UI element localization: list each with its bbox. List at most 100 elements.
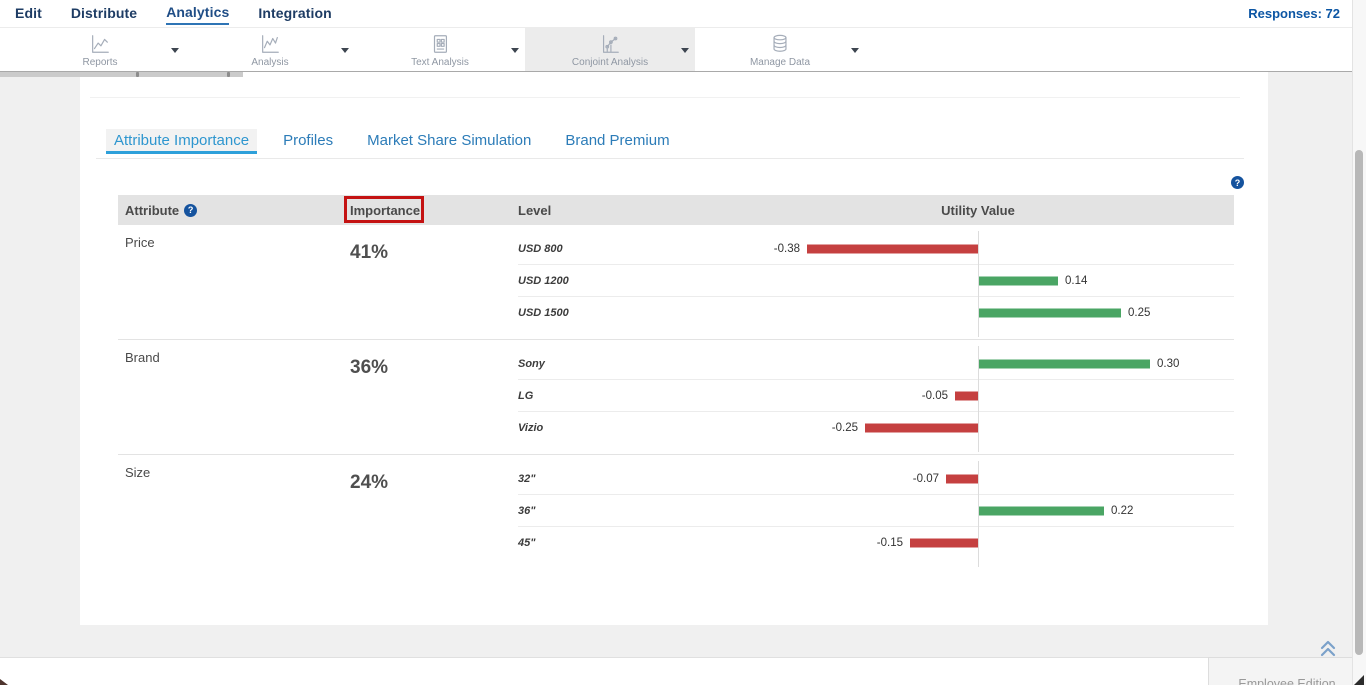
level-row: 32" -0.07	[518, 463, 1234, 495]
utility-bar-area: 0.25	[722, 297, 1234, 329]
importance-highlight-annotation	[344, 196, 424, 223]
toolbar-button-label: Reports	[82, 57, 118, 68]
utility-bar-area: 0.22	[722, 495, 1234, 526]
toolbar-button-text-analysis[interactable]: Text Analysis	[355, 28, 525, 71]
level-label: 36"	[518, 504, 536, 517]
page-footer	[0, 657, 1352, 685]
toolbar-button-label: Text Analysis	[411, 57, 469, 68]
level-label: USD 1200	[518, 274, 569, 287]
top-navigation: Edit Distribute Analytics Integration Re…	[0, 0, 1352, 28]
utility-bar-area: -0.15	[722, 527, 1234, 559]
utility-bar-area: 0.30	[722, 348, 1234, 379]
edition-label: Employee Edition	[1238, 677, 1336, 685]
clipped-text-descender	[136, 72, 139, 77]
edition-badge: Employee Edition	[1208, 657, 1366, 685]
utility-bar-value: 0.22	[1111, 504, 1134, 517]
attribute-name: Brand	[125, 350, 160, 365]
mouse-cursor-mark	[0, 679, 8, 685]
chevron-down-icon[interactable]	[681, 48, 689, 53]
importance-value: 41%	[350, 242, 389, 263]
chevron-down-icon[interactable]	[341, 48, 349, 53]
toolbar-button-analysis[interactable]: Analysis	[185, 28, 355, 71]
utility-bar-area: 0.14	[722, 265, 1234, 296]
utility-bar	[910, 538, 978, 548]
toolbar-button-label: Analysis	[251, 57, 289, 68]
attribute-group-brand: Brand 36% Sony 0.30 LG -0.05	[118, 340, 1234, 455]
conjoint-tabs: Attribute Importance Profiles Market Sha…	[106, 129, 678, 154]
utility-bar-value: 0.30	[1157, 357, 1180, 370]
zero-axis-line	[978, 461, 979, 567]
attribute-name: Price	[125, 235, 155, 250]
chevron-down-icon[interactable]	[851, 48, 859, 53]
utility-bar-area: -0.38	[722, 233, 1234, 264]
nav-item-analytics[interactable]: Analytics	[166, 2, 230, 25]
level-row: 36" 0.22	[518, 495, 1234, 527]
column-header-attribute: Attribute ?	[118, 203, 348, 218]
help-icon[interactable]: ?	[184, 203, 198, 217]
utility-bar	[955, 391, 978, 400]
level-label: 45"	[518, 537, 536, 549]
level-row: LG -0.05	[518, 380, 1234, 412]
utility-bar-value: -0.07	[912, 472, 939, 485]
tab-profiles[interactable]: Profiles	[283, 132, 334, 149]
level-label: USD 1500	[518, 307, 569, 319]
corner-cursor-mark	[1354, 675, 1364, 685]
level-label: Sony	[518, 357, 545, 370]
tab-attribute-importance[interactable]: Attribute Importance	[106, 129, 258, 154]
table-header-row: Attribute ? Importance Level Utility Val…	[118, 195, 1234, 225]
utility-bar-value: 0.25	[1128, 307, 1151, 319]
chevron-down-icon[interactable]	[511, 48, 519, 53]
reports-chart-icon	[89, 33, 111, 55]
level-row: USD 800 -0.38	[518, 233, 1234, 265]
column-header-importance: Importance	[350, 202, 421, 218]
level-label: LG	[518, 389, 534, 402]
nav-item-distribute[interactable]: Distribute	[70, 5, 138, 21]
nav-item-edit[interactable]: Edit	[15, 5, 42, 21]
toolbar-button-conjoint-analysis[interactable]: Conjoint Analysis	[525, 28, 695, 71]
clipped-scrolled-content	[0, 72, 243, 77]
column-header-label: Attribute	[125, 202, 180, 218]
conjoint-analysis-panel: Attribute Importance Profiles Market Sha…	[80, 72, 1268, 625]
nav-item-integration[interactable]: Integration	[258, 5, 332, 21]
chevron-down-icon[interactable]	[171, 48, 179, 53]
analysis-chart-icon	[259, 33, 281, 55]
help-icon[interactable]: ?	[1231, 176, 1244, 189]
divider	[96, 158, 1244, 159]
utility-bar-area: -0.05	[722, 380, 1234, 411]
vertical-scrollbar-track[interactable]	[1352, 0, 1366, 685]
toolbar-button-label: Conjoint Analysis	[571, 57, 649, 68]
utility-bar	[978, 359, 1150, 368]
utility-bar-area: -0.25	[722, 412, 1234, 444]
level-label: USD 800	[518, 242, 563, 255]
tab-brand-premium[interactable]: Brand Premium	[565, 132, 670, 149]
clipped-text-descender	[227, 72, 230, 77]
zero-axis-line	[978, 346, 979, 452]
level-row: USD 1200 0.14	[518, 265, 1234, 297]
toolbar-button-reports[interactable]: Reports	[15, 28, 185, 71]
level-row: 45" -0.15	[518, 527, 1234, 559]
column-header-utility-value: Utility Value	[941, 202, 1015, 218]
utility-bar	[807, 244, 978, 253]
toolbar-button-manage-data[interactable]: Manage Data	[695, 28, 865, 71]
database-icon	[769, 33, 791, 55]
utility-bar-value: -0.38	[773, 242, 800, 255]
analytics-toolbar: Reports Analysis Text Analysis Conjoint …	[0, 28, 1352, 72]
utility-bar	[978, 276, 1058, 285]
utility-bar-value: -0.15	[876, 537, 903, 549]
utility-bar	[946, 474, 978, 483]
attribute-group-size: Size 24% 32" -0.07 36" 0.22	[118, 455, 1234, 569]
vertical-scrollbar-thumb[interactable]	[1355, 150, 1363, 655]
scroll-to-top-button[interactable]	[1318, 638, 1338, 658]
utility-bar-area: -0.07	[722, 463, 1234, 494]
importance-value: 24%	[350, 472, 389, 493]
utility-bar	[865, 423, 978, 433]
divider	[90, 97, 1240, 98]
zero-axis-line	[978, 231, 979, 337]
importance-value: 36%	[350, 357, 389, 378]
utility-bar-value: -0.05	[921, 389, 948, 402]
level-row: Vizio -0.25	[518, 412, 1234, 444]
responses-count-link[interactable]: Responses: 72	[1248, 6, 1340, 21]
level-row: USD 1500 0.25	[518, 297, 1234, 329]
conjoint-analysis-icon	[599, 33, 621, 55]
tab-market-share-simulation[interactable]: Market Share Simulation	[367, 132, 532, 149]
